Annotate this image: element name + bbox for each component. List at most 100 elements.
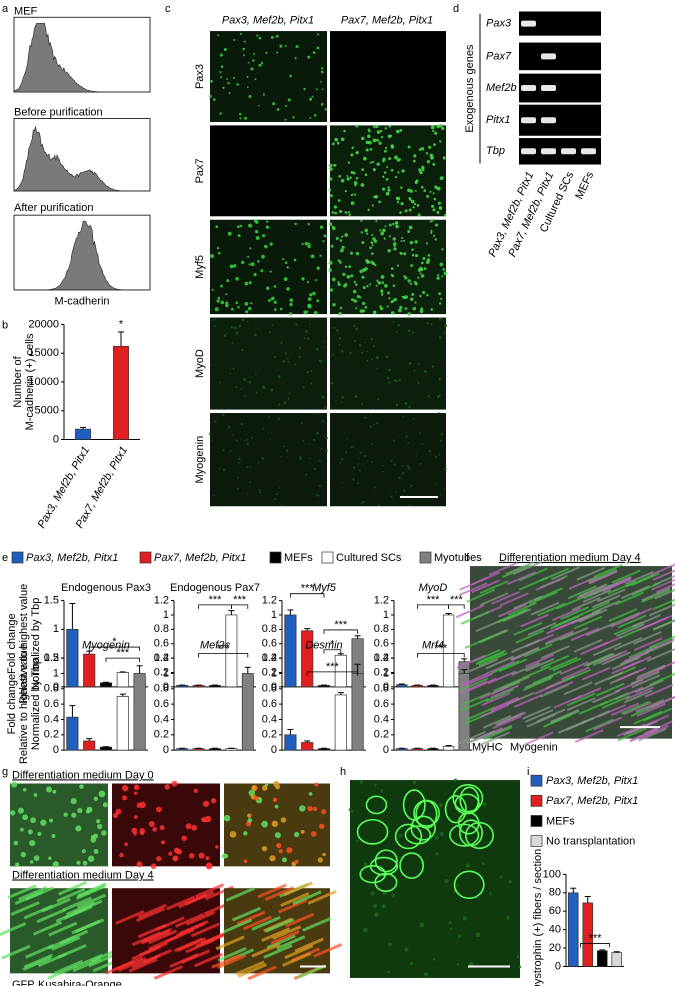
image-feature: [419, 462, 422, 465]
y-tick-label: 0: [53, 681, 59, 693]
image-feature: [616, 623, 645, 637]
significance-label: ***: [326, 661, 340, 673]
y-tick-label: 0.8: [154, 623, 169, 635]
image-feature: [499, 592, 529, 607]
image-feature: [353, 280, 357, 284]
image-feature: [237, 461, 240, 465]
image-feature: [524, 731, 554, 746]
image-feature: [246, 75, 249, 79]
image-feature: [350, 201, 355, 206]
image-feature: [279, 307, 283, 311]
image-feature: [374, 912, 379, 917]
y-tick-label: 0: [53, 744, 59, 756]
image-feature: [407, 279, 411, 283]
image-feature: [289, 302, 293, 307]
significance-bracket: [323, 629, 358, 634]
image-feature: [518, 965, 522, 969]
image-feature: [646, 648, 675, 662]
image-feature: [443, 271, 448, 276]
image-feature: [361, 301, 366, 306]
image-feature: [322, 419, 325, 423]
bar: [317, 748, 331, 751]
y-tick-label: 0.6: [154, 638, 169, 650]
image-feature: [407, 467, 411, 470]
image-feature: [369, 148, 373, 151]
error-bar: [398, 683, 405, 685]
image-feature: [266, 934, 296, 950]
image-feature: [346, 177, 350, 181]
image-feature: [630, 572, 660, 587]
image-feature: [372, 237, 376, 241]
bar: [225, 748, 238, 751]
image-feature: [225, 333, 228, 335]
image-feature: [22, 788, 27, 792]
image-feature: [393, 247, 397, 251]
image-feature: [229, 372, 232, 375]
image-feature: [344, 211, 348, 214]
image-feature: [30, 817, 36, 824]
column-header: Pax7, Mef2b, Pitx1: [341, 15, 433, 27]
image-feature: [264, 244, 268, 249]
image-feature: [388, 157, 392, 160]
image-feature: [287, 360, 290, 363]
group-label: Exogenous genes: [464, 44, 476, 133]
image-feature: [434, 185, 438, 189]
image-feature: [168, 851, 173, 856]
image-feature: [361, 309, 366, 313]
image-feature: [498, 603, 527, 618]
image-feature: [482, 802, 487, 807]
image-feature: [278, 898, 308, 914]
image-feature: [278, 849, 283, 854]
y-tick-label: 0: [555, 960, 561, 972]
image-feature: [369, 161, 372, 164]
image-feature: [442, 268, 446, 271]
image-feature: [305, 330, 308, 333]
image-feature: [555, 616, 585, 631]
image-feature: [521, 665, 551, 680]
image-feature: [307, 297, 312, 301]
image-feature: [188, 853, 195, 859]
image-feature: [239, 117, 242, 120]
image-feature: [298, 355, 301, 359]
image-feature: [382, 187, 386, 191]
image-feature: [247, 813, 252, 818]
gel-band: [541, 148, 556, 155]
image-feature: [459, 672, 488, 687]
image-feature: [360, 231, 364, 234]
image-feature: [48, 921, 78, 937]
image-feature: [415, 455, 418, 457]
image-feature: [328, 260, 333, 265]
image-feature: [124, 842, 128, 847]
y-tick-label: 0.4: [44, 713, 59, 725]
significance-label: ***: [233, 594, 247, 606]
image-feature: [417, 213, 421, 217]
image-feature: [444, 324, 448, 328]
image-feature: [386, 305, 389, 308]
image-feature: [622, 701, 652, 716]
image-feature: [396, 158, 401, 162]
image-feature: [388, 235, 391, 238]
image-feature: [259, 491, 262, 494]
image-feature: [237, 234, 241, 238]
image-feature: [392, 242, 397, 246]
image-feature: [620, 651, 649, 666]
image-feature: [367, 208, 370, 211]
image-feature: [436, 276, 440, 280]
image-feature: [306, 310, 309, 313]
image-feature: [288, 312, 293, 316]
image-feature: [338, 261, 342, 264]
y-tick-label: 1.2: [154, 652, 169, 664]
image-feature: [314, 782, 319, 787]
image-feature: [395, 129, 400, 134]
image-feature: [390, 145, 395, 149]
image-feature: [241, 349, 244, 352]
y-tick-label: 0.6: [154, 698, 169, 710]
significance-label: ***: [116, 647, 130, 659]
image-feature: [372, 138, 377, 143]
image-feature: [17, 807, 24, 814]
image-feature: [319, 459, 322, 463]
image-feature: [343, 129, 346, 133]
significance-bracket: [448, 604, 465, 609]
significance-label: *: [112, 636, 117, 648]
panel-label: c: [165, 3, 171, 15]
